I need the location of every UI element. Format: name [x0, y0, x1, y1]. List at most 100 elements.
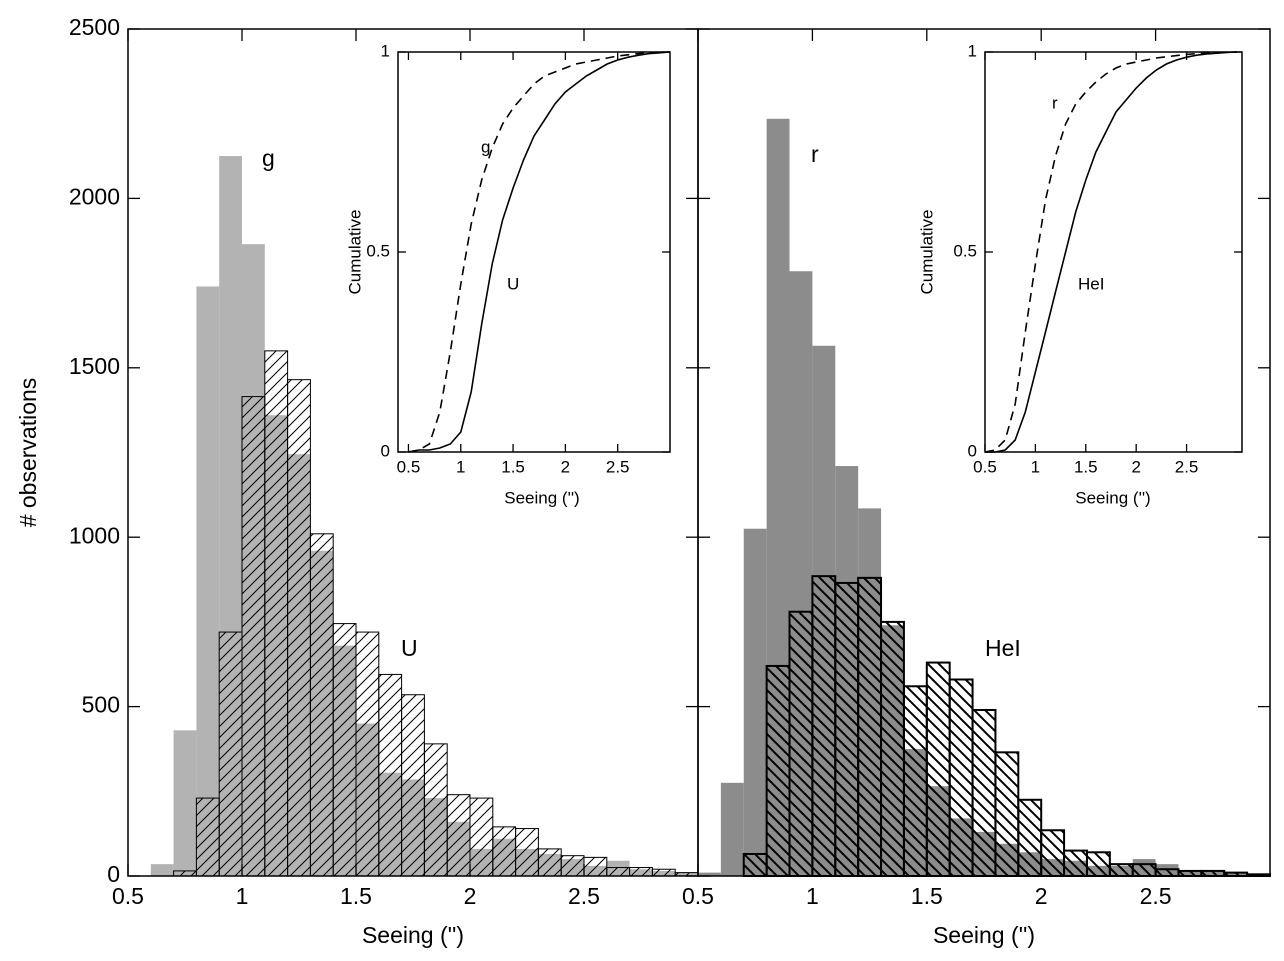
series-label: HeI: [1078, 274, 1104, 293]
histogram-bar: [1040, 829, 1066, 878]
inset-background: [398, 52, 670, 452]
histogram-bar: [698, 872, 721, 876]
y-tick-label: 2000: [69, 183, 120, 209]
histogram-bar: [309, 533, 334, 877]
series-label: r: [1052, 93, 1058, 112]
histogram-bar: [378, 673, 403, 877]
x-tick-label: 2: [464, 883, 477, 909]
histogram-bar: [195, 797, 220, 877]
axes-frame: [697, 28, 1271, 877]
x-axis-label: Seeing (''): [362, 922, 464, 948]
y-axis-label: Cumulative: [345, 209, 364, 294]
histogram-bar: [629, 867, 653, 877]
histogram-bar: [857, 576, 883, 878]
x-tick-label: 0.5: [973, 457, 997, 476]
histogram-bar: [492, 826, 517, 877]
x-tick-label: 1.5: [1074, 457, 1098, 476]
histogram-bar: [925, 661, 951, 878]
x-tick-label: 1.5: [501, 457, 525, 476]
histogram-bar: [1017, 798, 1043, 878]
x-tick-label: 0.5: [397, 457, 421, 476]
x-tick-label: 2: [1035, 883, 1048, 909]
histogram-bar: [1108, 863, 1134, 878]
y-tick-label: 0.5: [366, 241, 390, 260]
histogram-bar: [1200, 869, 1226, 878]
y-tick-label: 0.5: [953, 241, 977, 260]
histogram-bar: [834, 581, 860, 877]
histogram-bar: [765, 664, 791, 877]
y-tick-label: 500: [82, 692, 120, 718]
cumulative-line: [408, 51, 671, 453]
x-tick-label: 1: [1031, 457, 1040, 476]
series-label: g: [262, 145, 275, 171]
histogram-bar: [196, 286, 220, 876]
x-tick-label: 0.5: [112, 883, 144, 909]
histogram-bar: [150, 864, 174, 876]
x-tick-label: 1: [806, 883, 819, 909]
histogram-bar: [880, 620, 905, 878]
histogram-bar: [537, 848, 562, 877]
histogram-bar: [173, 730, 197, 876]
x-axis-label: Seeing (''): [933, 922, 1035, 948]
y-tick-label: 1: [381, 41, 390, 60]
histogram-bar: [1154, 868, 1180, 877]
x-tick-label: 1: [456, 457, 465, 476]
histogram-bar: [606, 867, 631, 877]
x-tick-label: 0.5: [682, 883, 714, 909]
x-tick-label: 1.5: [911, 883, 943, 909]
histogram-bar: [583, 856, 608, 877]
x-tick-label: 2.5: [568, 883, 600, 909]
x-tick-label: 2.5: [1175, 457, 1199, 476]
histogram-bar: [902, 685, 928, 877]
histogram-bar: [720, 782, 744, 876]
histogram-bar: [651, 868, 676, 877]
y-tick-label: 1500: [69, 353, 120, 379]
series-label: r: [811, 141, 819, 167]
panel: 0.5 1 1.5 2 2.5 Seeing ('') r HeI: [682, 28, 1271, 948]
histogram-bar: [332, 623, 357, 877]
histogram-bar: [811, 575, 837, 877]
series-label: U: [507, 274, 519, 293]
histogram-bar: [743, 528, 767, 876]
panel: 0.5 1 1.5 2 2.5 0 500 1000 1500 2000 2500 Seeing ('…: [15, 14, 699, 948]
histogram-bar: [1063, 849, 1088, 878]
x-tick-label: 1.5: [340, 883, 372, 909]
y-tick-label: 0: [968, 441, 977, 460]
series-label: HeI: [985, 635, 1021, 661]
histogram-bar: [218, 631, 243, 877]
histogram-bar: [1085, 851, 1111, 877]
x-axis-label: Seeing (''): [1075, 488, 1150, 507]
series-label: g: [481, 137, 490, 156]
histogram-bar: [515, 828, 539, 877]
histogram-bar: [1131, 863, 1157, 878]
histogram-bar: [994, 751, 1020, 878]
histogram-bar: [971, 708, 997, 877]
y-tick-label: 2500: [69, 14, 120, 40]
histogram-bar: [423, 743, 448, 877]
histogram-bar: [788, 610, 814, 878]
histogram-bar: [401, 694, 425, 877]
y-tick-label: 1: [968, 41, 977, 60]
cumulative-line: [408, 51, 671, 453]
y-axis-label: # observations: [15, 378, 41, 528]
inset-background: [985, 52, 1242, 452]
x-tick-label: 2.5: [1140, 883, 1172, 909]
x-tick-label: 2: [561, 457, 570, 476]
histogram-bar: [264, 350, 289, 877]
x-tick-label: 1: [236, 883, 249, 909]
series-label: U: [401, 635, 418, 661]
histogram-bar: [469, 797, 494, 877]
y-tick-label: 0: [381, 441, 390, 460]
histogram-bar: [173, 870, 197, 877]
panel: 0.5 1 1.5 2 2.5 0 0.5 1 Seeing ('') Cumulative g U: [345, 41, 671, 507]
histogram-bar: [355, 631, 380, 877]
histogram-bar: [948, 678, 974, 877]
x-tick-label: 2.5: [606, 457, 630, 476]
histogram-bar: [1177, 869, 1203, 878]
y-axis-label: Cumulative: [917, 209, 936, 294]
x-tick-label: 2: [1131, 457, 1140, 476]
y-tick-label: 0: [107, 861, 120, 887]
